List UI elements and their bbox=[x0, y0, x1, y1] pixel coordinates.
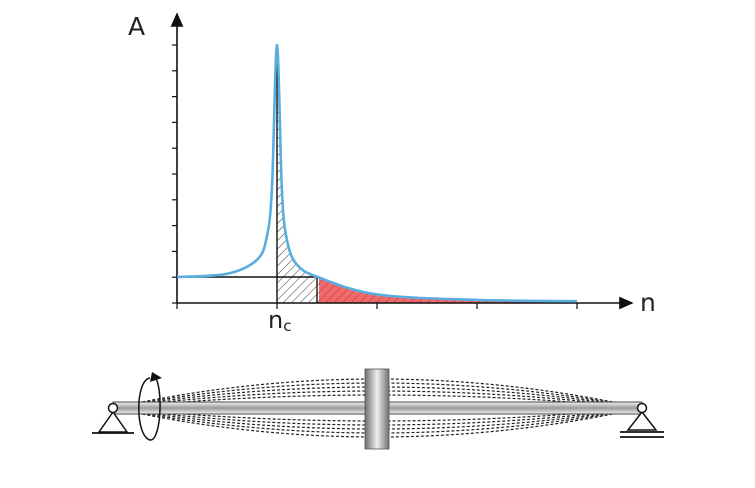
x-axis-label: n bbox=[640, 288, 656, 317]
roller-support-icon bbox=[620, 402, 664, 438]
red-hatched-region bbox=[319, 277, 577, 303]
y-axis-label: A bbox=[128, 12, 146, 41]
disk-icon bbox=[364, 368, 390, 450]
pin-support-icon bbox=[92, 402, 134, 434]
critical-speed-subscript: c bbox=[283, 317, 292, 335]
rotor-schematic bbox=[92, 368, 664, 450]
y-axis bbox=[170, 12, 184, 304]
critical-speed-main: n bbox=[268, 306, 284, 334]
rotation-arrow-icon bbox=[138, 372, 162, 441]
shaded-regions bbox=[277, 45, 577, 303]
x-axis bbox=[176, 296, 634, 310]
critical-speed-label: nc bbox=[268, 306, 291, 335]
resonance-curve bbox=[176, 43, 578, 303]
